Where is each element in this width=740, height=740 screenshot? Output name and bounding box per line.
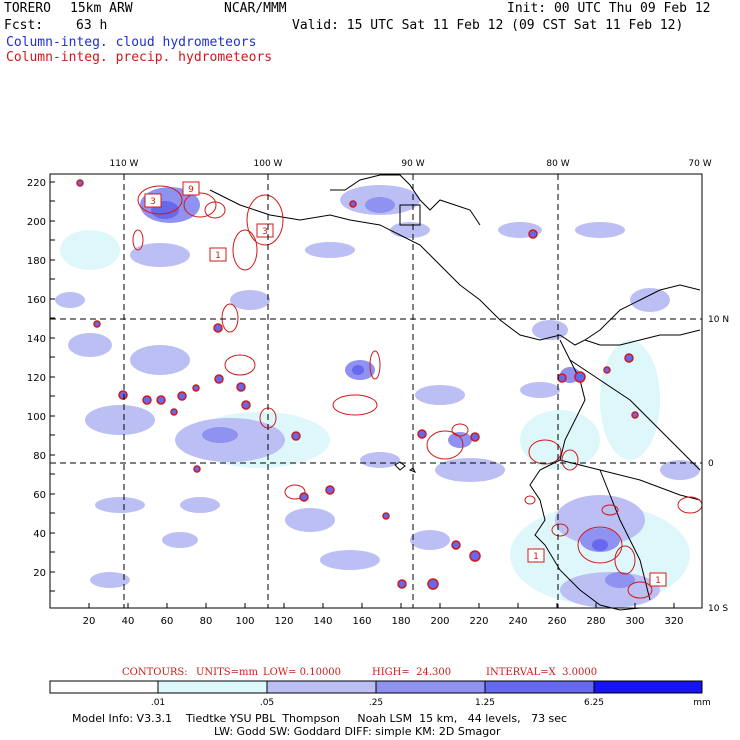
convective-cells	[76, 179, 639, 590]
x-axis-labels: 20 40 60 80 100 120 140 160 180 200 220 …	[83, 616, 684, 627]
contour-label-3: 3	[262, 227, 268, 237]
x-tick: 160	[352, 616, 371, 627]
init-time: Init: 00 UTC Thu 09 Feb 12	[507, 1, 711, 16]
x-tick: 280	[586, 616, 605, 627]
x-tick: 200	[430, 616, 449, 627]
x-tick: 40	[122, 616, 135, 627]
org-label: NCAR/MMM	[224, 1, 287, 16]
x-tick: 240	[508, 616, 527, 627]
y-tick: 80	[33, 451, 46, 462]
contours-label: CONTOURS:	[122, 667, 188, 678]
y-tick: 140	[27, 334, 46, 345]
model-info-line2: LW: Godd SW: Goddard DIFF: simple KM: 2D…	[214, 725, 501, 738]
valid-time: Valid: 15 UTC Sat 11 Feb 12 (09 CST Sat …	[292, 18, 684, 33]
x-tick: 180	[391, 616, 410, 627]
x-tick: 320	[664, 616, 683, 627]
resolution-label: 15km ARW	[70, 1, 133, 16]
contours-low: LOW= 0.10000	[263, 667, 342, 678]
y-tick: 40	[33, 529, 46, 540]
forecast-label: Fcst:	[4, 18, 44, 33]
colorbar-tick: .05	[260, 698, 274, 708]
colorbar-tick: 6.25	[584, 698, 604, 708]
x-tick: 60	[161, 616, 174, 627]
colorbar-tick: .01	[151, 698, 165, 708]
y-tick: 120	[27, 373, 46, 384]
x-tick: 300	[625, 616, 644, 627]
colorbar-tick: 1.25	[475, 698, 495, 708]
y-tick: 100	[27, 412, 46, 423]
x-tick: 260	[547, 616, 566, 627]
contour-labels	[144, 181, 667, 587]
x-tick: 20	[83, 616, 96, 627]
y-tick: 60	[33, 490, 46, 501]
colorbar-unit: mm	[693, 698, 711, 708]
contour-label-5: 1	[533, 552, 539, 562]
colorbar-labels: .01 .05 .25 1.25 6.25 mm	[151, 698, 711, 708]
lon-label: 100 W	[254, 159, 283, 169]
map-frame	[49, 173, 703, 609]
y-axis-labels: 220 200 180 160 140 120 100 80 60 40 20	[27, 178, 46, 579]
forecast-hours: 63 h	[76, 18, 108, 33]
contours-high: HIGH= 24.300	[372, 667, 452, 678]
lat-label: 10 S	[708, 604, 728, 614]
coastlines	[209, 174, 701, 611]
precip-contours	[132, 185, 703, 599]
y-tick: 20	[33, 568, 46, 579]
model-info-line1: Model Info: V3.3.1 Tiedtke YSU PBL Thomp…	[72, 712, 568, 725]
colorbar-tick: .25	[369, 698, 383, 708]
y-tick: 180	[27, 256, 46, 267]
contours-units: UNITS=mm	[196, 667, 258, 678]
lon-label: 70 W	[688, 159, 711, 169]
x-tick: 140	[313, 616, 332, 627]
contours-interval: INTERVAL=X 3.0000	[486, 667, 598, 678]
latitude-labels: 10 N 0 10 S	[708, 315, 729, 614]
y-tick: 200	[27, 217, 46, 228]
longitude-labels: 110 W 100 W 90 W 80 W 70 W	[110, 159, 712, 169]
model-name: TORERO	[4, 1, 51, 16]
lon-label: 90 W	[401, 159, 424, 169]
graticule	[50, 174, 702, 608]
lat-label: 0	[708, 459, 714, 469]
x-tick: 220	[469, 616, 488, 627]
lon-label: 110 W	[110, 159, 139, 169]
y-tick: 220	[27, 178, 46, 189]
x-tick: 100	[235, 616, 254, 627]
x-tick: 80	[200, 616, 213, 627]
contour-label-2: 9	[188, 185, 194, 195]
contour-label-4: 1	[215, 251, 221, 261]
cloud-shading	[55, 185, 700, 608]
x-tick: 120	[274, 616, 293, 627]
field-precip-label: Column-integ. precip. hydrometeors	[6, 50, 273, 65]
axis-ticks	[50, 181, 675, 608]
contour-label-1: 3	[150, 197, 156, 207]
field-cloud-label: Column-integ. cloud hydrometeors	[6, 35, 257, 50]
y-tick: 160	[27, 295, 46, 306]
lon-label: 80 W	[546, 159, 569, 169]
colorbar	[49, 680, 703, 694]
contour-label-6: 1	[655, 576, 661, 586]
lat-label: 10 N	[708, 315, 729, 325]
